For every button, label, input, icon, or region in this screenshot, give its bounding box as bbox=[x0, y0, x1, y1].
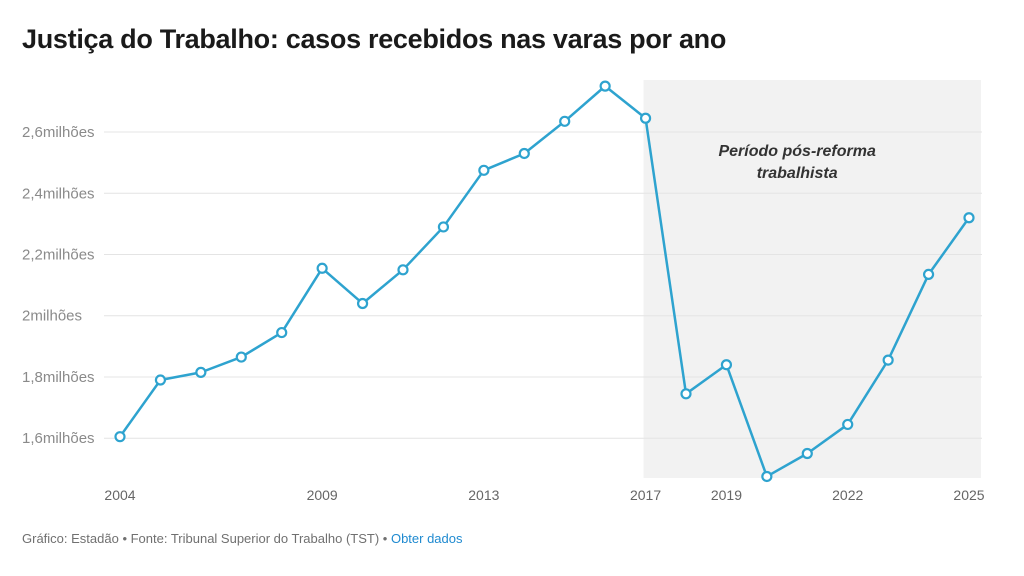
data-point bbox=[963, 212, 975, 224]
shaded-region-label: trabalhista bbox=[757, 165, 838, 182]
chart-footer: Gráfico: Estadão • Fonte: Tribunal Super… bbox=[22, 531, 463, 546]
x-tick-label: 2019 bbox=[711, 487, 742, 503]
data-point bbox=[518, 147, 530, 160]
x-tick-label: 2025 bbox=[953, 487, 984, 503]
shaded-region-label: Período pós-reforma bbox=[718, 143, 875, 160]
data-point bbox=[356, 297, 369, 310]
x-tick-label: 2017 bbox=[630, 487, 661, 503]
y-tick-label: 1,6milhões bbox=[22, 430, 95, 447]
y-tick-label: 2,2milhões bbox=[22, 247, 95, 264]
x-tick-label: 2004 bbox=[104, 487, 135, 503]
data-point bbox=[154, 374, 167, 386]
x-tick-label: 2013 bbox=[468, 487, 499, 503]
x-tick-label: 2009 bbox=[307, 487, 338, 503]
post-reform-shaded-region bbox=[643, 80, 981, 478]
y-tick-label: 2milhões bbox=[22, 308, 82, 325]
data-point bbox=[639, 112, 652, 124]
data-point bbox=[437, 221, 450, 233]
y-tick-label: 2,6milhões bbox=[22, 124, 95, 141]
data-point bbox=[397, 264, 409, 276]
data-point bbox=[761, 470, 773, 483]
series-line bbox=[118, 84, 971, 478]
data-point bbox=[599, 80, 611, 92]
data-point bbox=[720, 359, 733, 371]
data-point bbox=[478, 164, 490, 176]
data-point bbox=[559, 115, 571, 127]
data-point bbox=[680, 388, 692, 400]
data-point bbox=[882, 354, 894, 366]
data-point bbox=[922, 268, 935, 281]
data-point bbox=[842, 418, 854, 431]
data-point bbox=[235, 351, 247, 363]
x-tick-label: 2022 bbox=[832, 487, 863, 503]
data-point bbox=[276, 326, 288, 339]
data-point bbox=[316, 262, 328, 274]
data-point bbox=[114, 431, 126, 443]
chart-title: Justiça do Trabalho: casos recebidos nas… bbox=[22, 24, 727, 54]
source-credit: Gráfico: Estadão • Fonte: Tribunal Super… bbox=[22, 531, 391, 546]
get-data-link[interactable]: Obter dados bbox=[390, 531, 463, 546]
y-tick-label: 2,4milhões bbox=[22, 185, 95, 202]
data-point bbox=[801, 447, 813, 460]
y-tick-label: 1,8milhões bbox=[22, 369, 95, 386]
data-point bbox=[195, 366, 207, 378]
